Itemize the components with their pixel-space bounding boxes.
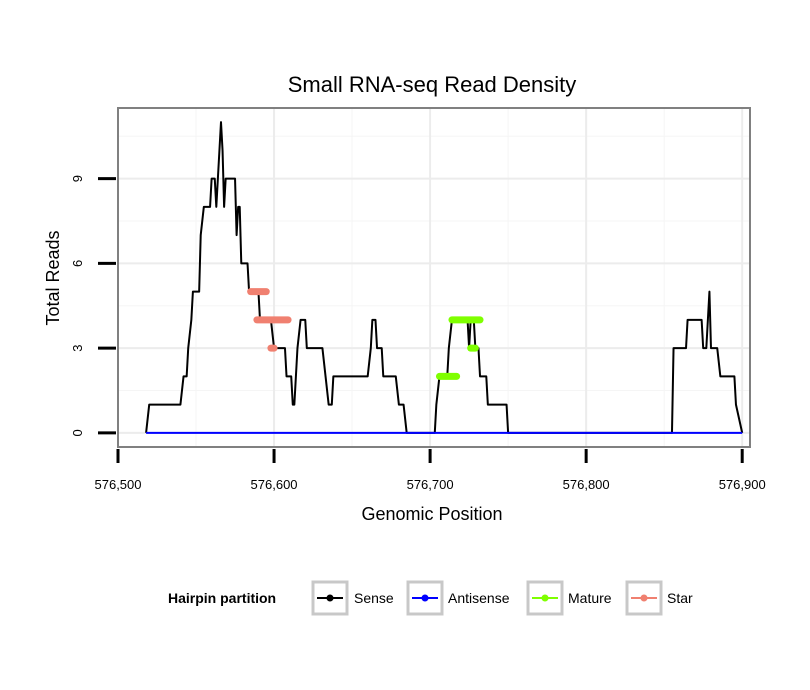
legend-key-dot-star (640, 594, 648, 602)
legend-key-dot-antisense (421, 594, 429, 602)
y-tick-label: 6 (70, 260, 85, 267)
x-axis-label: Genomic Position (361, 504, 502, 524)
y-tick-label: 9 (70, 175, 85, 182)
plot-panel (117, 107, 751, 448)
legend-label-star: Star (667, 590, 693, 606)
series-layer (145, 121, 744, 434)
legend-label-sense: Sense (354, 590, 394, 606)
legend: Hairpin partition Sense Antisense Mature St… (168, 580, 693, 616)
x-tick-label: 576,800 (563, 477, 610, 492)
plot-background (118, 108, 750, 447)
x-tick-label: 576,900 (719, 477, 766, 492)
legend-label-antisense: Antisense (448, 590, 510, 606)
x-tick-label: 576,500 (95, 477, 142, 492)
y-axis: 0 3 6 9 (70, 175, 116, 436)
chart-title: Small RNA-seq Read Density (288, 72, 577, 97)
y-axis-label: Total Reads (43, 230, 63, 325)
legend-title: Hairpin partition (168, 590, 276, 606)
x-axis: 576,500 576,600 576,700 576,800 576,900 (95, 449, 766, 492)
x-tick-label: 576,700 (407, 477, 454, 492)
plot-border (117, 107, 751, 448)
legend-key-dot-sense (326, 594, 334, 602)
legend-label-mature: Mature (568, 590, 612, 606)
x-tick-label: 576,600 (251, 477, 298, 492)
y-tick-label: 3 (70, 345, 85, 352)
y-tick-label: 0 (70, 429, 85, 436)
legend-key-dot-mature (541, 594, 549, 602)
